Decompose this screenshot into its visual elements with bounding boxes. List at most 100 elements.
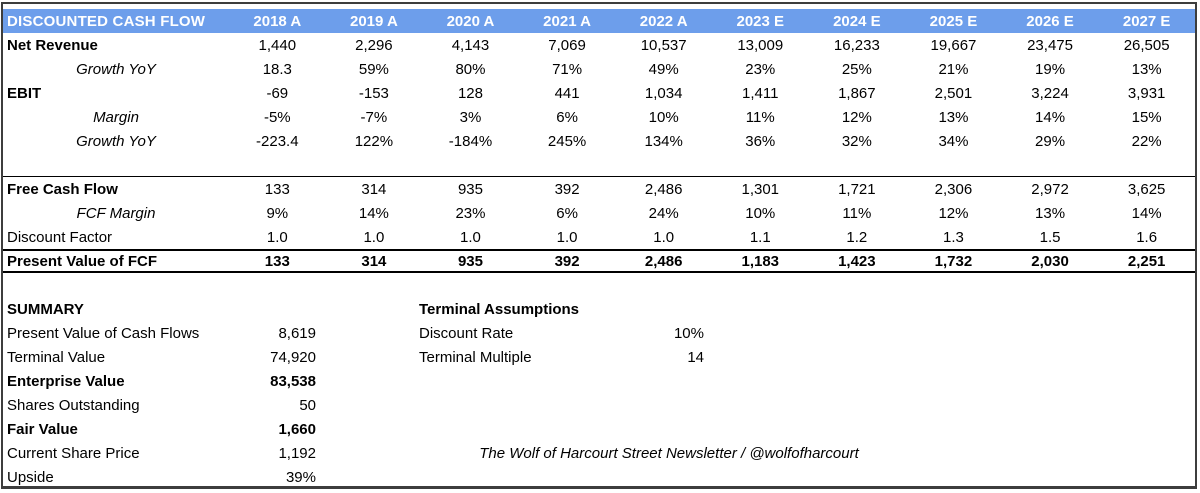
newsletter-credit: The Wolf of Harcourt Street Newsletter /… — [479, 444, 859, 462]
table-cell: 22% — [1131, 132, 1162, 150]
column-header: 2021 A — [543, 12, 591, 30]
table-cell: 23% — [455, 204, 486, 222]
table-cell: 6% — [556, 108, 578, 126]
column-header: 2019 A — [349, 12, 398, 30]
column-header: 2018 A — [253, 12, 302, 30]
column-header: 2023 E — [736, 12, 785, 30]
table-cell: 314 — [361, 252, 387, 270]
table-cell: 2,296 — [355, 36, 393, 54]
table-cell: 122% — [354, 132, 394, 150]
table-cell: 59% — [358, 60, 389, 78]
table-row: Present Value of FCF 133 314 935 392 2,486 1,1… — [3, 249, 1195, 273]
table-cell: 6% — [556, 204, 578, 222]
table-cell: 71% — [552, 60, 583, 78]
dcf-table: DISCOUNTED CASH FLOW 2018 A 2019 A 2020 A 20… — [3, 9, 1195, 273]
table-cell: 1.5 — [1039, 228, 1061, 246]
table-cell: 9% — [266, 204, 289, 222]
table-cell: 2,251 — [1127, 252, 1166, 270]
table-cell: 26,505 — [1123, 36, 1170, 54]
table-cell: 19,667 — [930, 36, 977, 54]
table-cell: -153 — [358, 84, 389, 102]
table-cell: 16,233 — [833, 36, 880, 54]
table-cell: 12% — [841, 108, 872, 126]
table-cell: 1,301 — [741, 180, 780, 198]
table-row: Margin -5% -7% 3% 6% 10% 11% 12% 13% 14% 15% — [3, 105, 1195, 129]
table-row: Free Cash Flow 133 314 935 392 2,486 1,301 1,72… — [3, 177, 1195, 201]
lower-row: SUMMARY Terminal Assumptions — [3, 297, 1195, 321]
summary-row-label: Current Share Price — [7, 444, 140, 462]
table-cell: 13,009 — [737, 36, 784, 54]
sheet-content: DISCOUNTED CASH FLOW 2018 A 2019 A 2020 A 20… — [3, 4, 1195, 486]
table-cell: 1.3 — [943, 228, 964, 246]
column-header: 2024 E — [833, 12, 881, 30]
table-cell: 1.0 — [363, 228, 385, 246]
summary-row-value: 83,538 — [270, 372, 316, 390]
table-cell: 392 — [554, 252, 580, 270]
lower-row: Enterprise Value 83,538 — [3, 369, 1195, 393]
summary-row-label: Enterprise Value — [7, 372, 125, 390]
table-header-row: DISCOUNTED CASH FLOW 2018 A 2019 A 2020 A 20… — [3, 9, 1195, 33]
table-cell: 1.1 — [749, 228, 771, 246]
table-row: Growth YoY 18.3 59% 80% 71% 49% 23% 25% 21% 19% 13… — [3, 57, 1195, 81]
table-cell: 245% — [547, 132, 587, 150]
table-cell: 49% — [648, 60, 679, 78]
summary-row-label: Shares Outstanding — [7, 396, 140, 414]
table-cell: 23% — [745, 60, 776, 78]
column-header: 2026 E — [1026, 12, 1074, 30]
table-cell: 11% — [842, 204, 872, 222]
row-label: FCF Margin — [76, 204, 156, 222]
table-cell: 10,537 — [640, 36, 687, 54]
row-label: EBIT — [7, 84, 42, 102]
table-cell: 24% — [648, 204, 679, 222]
table-cell: 128 — [457, 84, 483, 102]
table-cell: 14% — [358, 204, 389, 222]
table-cell: 18.3 — [262, 60, 292, 78]
column-header: 2025 E — [929, 12, 978, 30]
table-cell: 14% — [1131, 204, 1162, 222]
summary-row-value: 50 — [299, 396, 316, 414]
table-cell: 13% — [1035, 204, 1066, 222]
table-cell: 441 — [554, 84, 580, 102]
summary-title: SUMMARY — [7, 300, 84, 318]
table-cell: 4,143 — [451, 36, 490, 54]
table-cell: 1.0 — [460, 228, 481, 246]
column-header: 2027 E — [1122, 12, 1171, 30]
summary-row-value: 74,920 — [270, 348, 316, 366]
table-cell: 1,411 — [742, 84, 779, 102]
table-cell: 3,625 — [1127, 180, 1166, 198]
summary-row-label: Terminal Value — [7, 348, 106, 366]
summary-row-value: 39% — [285, 468, 316, 486]
table-cell: 12% — [938, 204, 969, 222]
table-cell: 133 — [264, 252, 290, 270]
table-cell: 13% — [1131, 60, 1162, 78]
summary-row-label: Upside — [7, 468, 54, 486]
table-row: Growth YoY -223.4 122% -184% 245% 134% 36% 32% 3… — [3, 129, 1195, 153]
table-cell: 2,030 — [1031, 252, 1069, 270]
column-header: 2022 A — [639, 12, 688, 30]
table-cell: 1.2 — [846, 228, 868, 246]
table-cell: 1.0 — [556, 228, 578, 246]
table-cell: 935 — [457, 180, 483, 198]
table-cell: 314 — [361, 180, 387, 198]
table-cell: 2,486 — [644, 252, 683, 270]
lower-row: Current Share Price 1,192 The Wolf of Harc… — [3, 441, 1195, 465]
lower-row: Fair Value 1,660 — [3, 417, 1195, 441]
table-cell: 1.0 — [653, 228, 675, 246]
terminal-row-value: 10% — [673, 324, 704, 342]
lower-row: Terminal Value 74,920 Terminal Multiple 14 — [3, 345, 1195, 369]
table-row: FCF Margin 9% 14% 23% 6% 24% 10% 11% 12% 13% 14% — [3, 201, 1195, 225]
terminal-row-label: Terminal Multiple — [419, 348, 532, 366]
summary-row-label: Fair Value — [7, 420, 78, 438]
table-cell: 2,972 — [1031, 180, 1069, 198]
row-label: Growth YoY — [76, 132, 156, 150]
table-cell: 10% — [648, 108, 679, 126]
table-cell: -69 — [266, 84, 289, 102]
summary-row-value: 1,660 — [278, 420, 316, 438]
table-cell: 34% — [938, 132, 969, 150]
table-cell: 2,501 — [934, 84, 973, 102]
table-cell: 32% — [841, 132, 872, 150]
table-cell: 80% — [455, 60, 486, 78]
table-row — [3, 153, 1195, 177]
table-cell: 2,306 — [934, 180, 973, 198]
terminal-row-label: Discount Rate — [419, 324, 514, 342]
